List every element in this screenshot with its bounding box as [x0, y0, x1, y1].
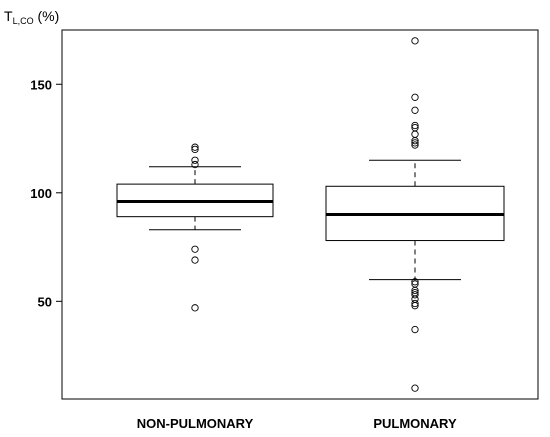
- box-group: [116, 143, 274, 312]
- box-group: [325, 37, 505, 392]
- y-tick-label: 150: [30, 77, 52, 92]
- outlier-point: [191, 304, 199, 312]
- outlier-point: [411, 37, 419, 45]
- outlier-point: [191, 156, 199, 164]
- outlier-point: [411, 286, 419, 295]
- box-series: [116, 37, 505, 392]
- outlier-point: [411, 299, 419, 308]
- outlier-point: [411, 93, 419, 101]
- outlier-point: [411, 137, 419, 145]
- outlier-point: [191, 145, 199, 154]
- outlier-point: [411, 121, 419, 130]
- outlier-point: [411, 325, 419, 334]
- outlier-point: [191, 143, 199, 151]
- outlier-point: [411, 141, 419, 149]
- y-tick-label: 100: [30, 186, 52, 201]
- y-axis-label: TL,CO (%): [4, 8, 59, 26]
- x-axis-labels: NON-PULMONARY PULMONARY: [137, 416, 457, 431]
- x-category-label: PULMONARY: [373, 416, 457, 431]
- x-category-label: NON-PULMONARY: [137, 416, 254, 431]
- outlier-point: [411, 106, 419, 114]
- outlier-point: [411, 384, 419, 392]
- y-axis: 50 100 150: [30, 77, 62, 309]
- outlier-point: [191, 245, 199, 253]
- outlier-point: [191, 160, 199, 169]
- plot-frame: [61, 29, 539, 400]
- y-tick-label: 50: [38, 294, 52, 309]
- outlier-point: [411, 278, 419, 286]
- outlier-point: [411, 291, 419, 299]
- outlier-point: [191, 256, 199, 264]
- outlier-point: [411, 302, 419, 310]
- outlier-point: [411, 139, 419, 147]
- outlier-point: [411, 130, 419, 138]
